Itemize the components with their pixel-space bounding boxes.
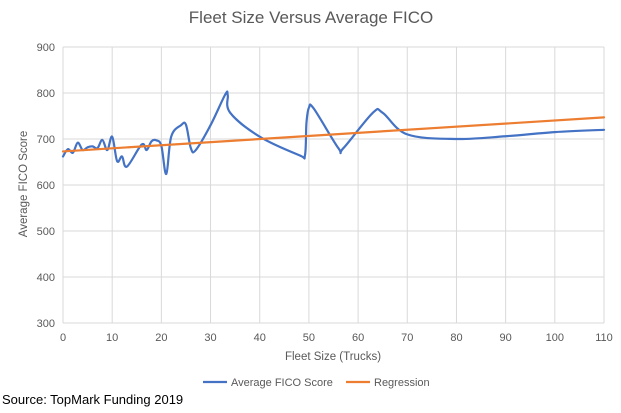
x-tick-label: 10 [106,332,118,344]
tick-labels: 300 400 500 600 700 800 900 0 10 20 30 40 50 60 70 80 90… [37,42,613,344]
y-tick-label: 600 [37,180,55,192]
x-tick-label: 20 [155,332,167,344]
x-tick-label: 60 [352,332,364,344]
legend-label-average-fico-score: Average FICO Score [231,377,333,389]
x-axis-title: Fleet Size (Trucks) [285,351,381,363]
series-line-regression [61,116,606,153]
y-tick-label: 300 [37,318,55,330]
x-tick-label: 70 [401,332,413,344]
x-tick-label: 0 [60,332,66,344]
x-tick-label: 40 [254,332,266,344]
y-tick-label: 700 [37,134,55,146]
y-tick-label: 800 [37,88,55,100]
x-tick-label: 30 [204,332,216,344]
legend-label-regression: Regression [374,377,430,389]
y-axis-title: Average FICO Score [18,131,30,238]
chart-title: Fleet Size Versus Average FICO [189,8,433,27]
series-line-average-fico-score [61,90,606,176]
x-tick-label: 110 [595,332,613,344]
series-lines [61,90,606,176]
x-tick-label: 90 [500,332,512,344]
source-note: Source: TopMark Funding 2019 [2,392,184,407]
x-tick-label: 50 [303,332,315,344]
y-tick-label: 400 [37,272,55,284]
y-tick-label: 900 [37,42,55,54]
y-tick-label: 500 [37,226,55,238]
gridlines [62,46,605,324]
legend: Average FICO Score Regression [203,377,430,389]
x-tick-label: 100 [546,332,564,344]
x-tick-label: 80 [450,332,462,344]
